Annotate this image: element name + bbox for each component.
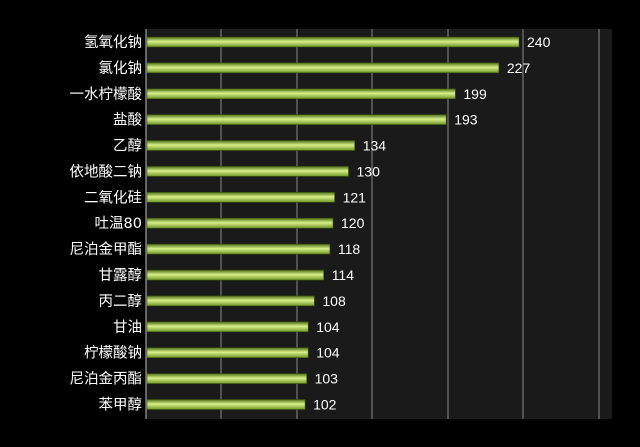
category-label: 乙醇: [113, 138, 142, 155]
data-label: 104: [316, 319, 340, 335]
bar: [146, 62, 500, 74]
value-labels: 240 227 199 193 134 130 121 120 118 114 108 104 104 1…: [313, 34, 550, 413]
category-label: 依地酸二钠: [70, 163, 143, 180]
category-label: 氢氧化钠: [84, 34, 142, 51]
category-label: 二氧化硅: [84, 189, 142, 206]
data-label: 104: [316, 345, 340, 361]
category-label: 尼泊金甲酯: [70, 241, 143, 258]
bar: [146, 192, 335, 203]
category-label: 盐酸: [113, 112, 142, 129]
bar: [146, 166, 349, 177]
category-label: 吐温80: [95, 215, 142, 232]
data-label: 118: [338, 241, 361, 257]
bar: [146, 36, 520, 48]
category-label: 氯化钠: [99, 60, 143, 77]
category-label: 尼泊金丙酯: [70, 371, 143, 388]
data-label: 199: [463, 86, 487, 102]
data-label: 102: [313, 397, 337, 413]
data-label: 240: [527, 34, 551, 50]
data-label: 120: [341, 215, 365, 231]
data-label: 227: [507, 60, 531, 76]
data-label: 193: [454, 112, 478, 128]
bar: [146, 321, 309, 333]
bar: [146, 295, 315, 307]
data-label: 108: [322, 293, 346, 309]
category-label: 柠檬酸钠: [84, 345, 142, 362]
category-label: 甘露醇: [99, 267, 143, 284]
bar: [146, 88, 456, 100]
bar: [146, 347, 309, 359]
data-label: 134: [363, 138, 387, 154]
bar: [146, 140, 355, 151]
category-label: 一水柠檬酸: [70, 86, 143, 103]
bar: [146, 399, 306, 410]
bar: [146, 114, 447, 125]
category-label: 苯甲醇: [99, 397, 143, 414]
bar: [146, 373, 307, 384]
data-label: 114: [332, 267, 355, 283]
data-label: 103: [315, 371, 339, 387]
category-label: 甘油: [113, 319, 142, 336]
data-label: 130: [357, 163, 381, 179]
data-label: 121: [343, 189, 367, 205]
bar: [146, 269, 324, 281]
bar: [146, 243, 331, 255]
bar: [146, 217, 334, 229]
category-label: 丙二醇: [99, 293, 143, 310]
bars: [146, 36, 520, 410]
